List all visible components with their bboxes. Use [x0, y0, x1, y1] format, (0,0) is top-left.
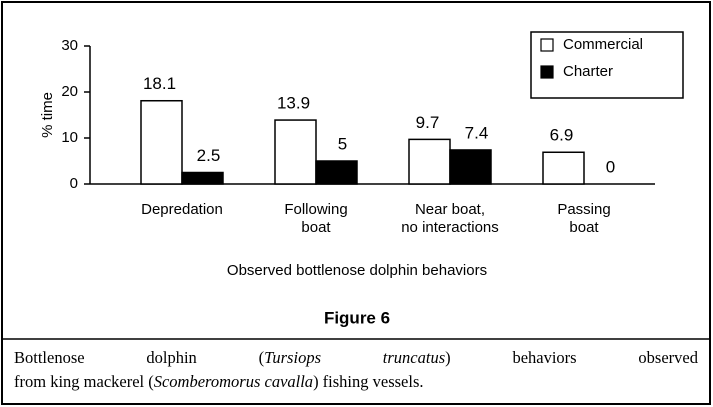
figure-label: Figure 6: [324, 308, 390, 327]
legend-box: [530, 31, 684, 99]
y-tick-label: 30: [61, 37, 78, 54]
y-tick-label: 20: [61, 83, 78, 100]
caption-text: ) behaviors observed: [445, 348, 698, 367]
x-tick-label: Following boat: [284, 201, 348, 236]
legend-swatch: [540, 65, 554, 79]
legend-swatch: [540, 38, 554, 52]
bar: [408, 138, 451, 185]
x-axis-label: Observed bottlenose dolphin behaviors: [227, 262, 487, 279]
x-tick-label: Passing boat: [557, 201, 611, 236]
bar: [449, 149, 492, 185]
caption: Bottlenose dolphin (Tursiops truncatus) …: [14, 346, 698, 394]
bar: [140, 99, 183, 185]
bar: [181, 171, 224, 185]
caption-line: from king mackerel (Scomberomorus cavall…: [14, 370, 698, 394]
value-label: 2.5: [197, 146, 221, 165]
caption-text: ) fishing vessels.: [313, 372, 424, 391]
value-label: 6.9: [550, 126, 574, 145]
value-label: 9.7: [416, 113, 440, 132]
species-name: Scomberomorus cavalla: [153, 372, 314, 391]
x-tick-label: Depredation: [141, 201, 223, 218]
species-name: Tursiops truncatus: [264, 348, 446, 367]
y-axis-label: % time: [39, 92, 56, 138]
caption-line: Bottlenose dolphin (Tursiops truncatus) …: [14, 346, 698, 370]
y-tick-label: 10: [61, 129, 78, 146]
value-label: 5: [338, 134, 347, 153]
legend-label: Commercial: [563, 36, 643, 53]
x-tick-label: Near boat, no interactions: [401, 201, 499, 236]
value-label: 13.9: [277, 94, 310, 113]
value-label: 7.4: [465, 123, 489, 142]
value-label: 18.1: [143, 74, 176, 93]
y-tick-label: 0: [70, 175, 78, 192]
value-label: 0: [606, 157, 615, 176]
caption-text: from king mackerel (: [14, 372, 154, 391]
bar: [315, 160, 358, 185]
bar: [274, 119, 317, 185]
bar: [542, 151, 585, 185]
caption-text: Bottlenose dolphin (: [14, 348, 265, 367]
legend-label: Charter: [563, 63, 613, 80]
